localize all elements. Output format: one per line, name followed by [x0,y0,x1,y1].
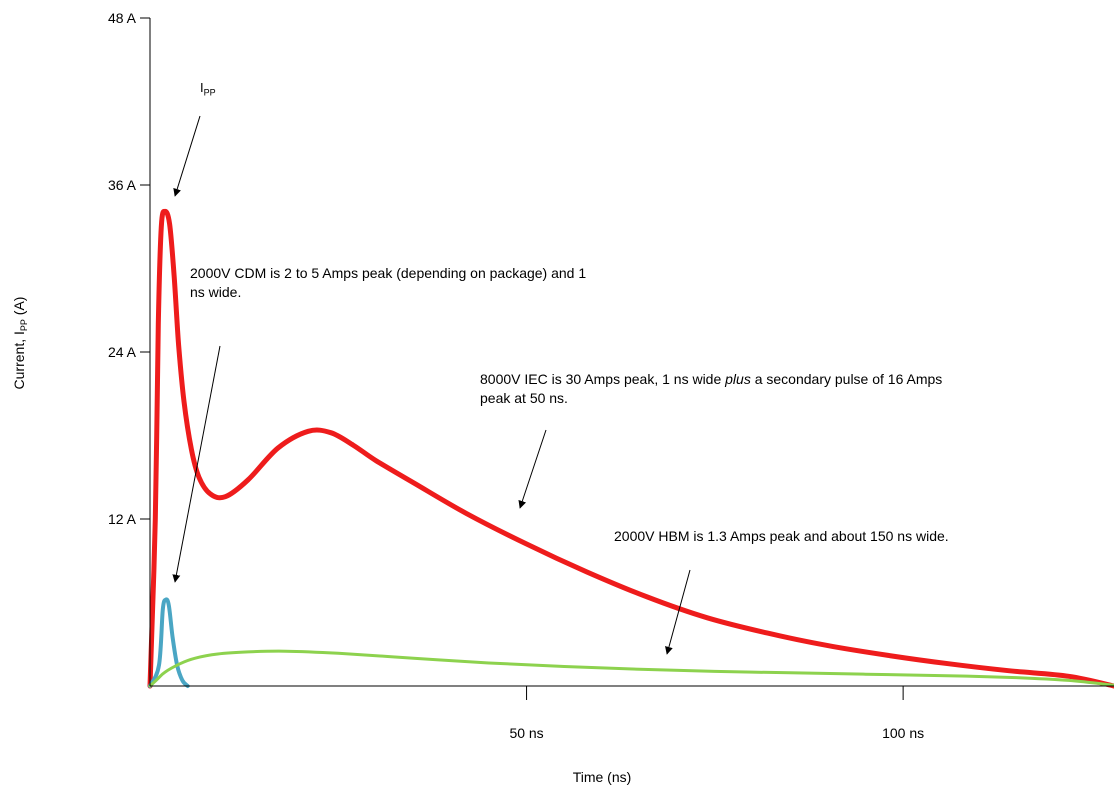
y-tick-label: 48 A [108,10,137,26]
ipp-annotation-subscript: PP [203,87,216,98]
series-layer [147,208,1114,689]
y-tick-label: 12 A [108,511,137,527]
hbm-annotation: 2000V HBM is 1.3 Amps peak and about 150… [614,528,949,544]
iec-annotation: 8000V IEC is 30 Amps peak, 1 ns wide plu… [480,370,950,408]
y-axis-title: Current, IPP (A) [11,297,29,390]
y-axis-title-prefix: Current, I [11,331,27,389]
iec-annotation-emphasis: plus [725,371,751,387]
axes-layer [149,18,1114,687]
series-line-3 [148,649,1114,688]
x-tick-label: 50 ns [509,725,543,741]
iec-annotation-after: a secondary pulse of 16 Amps peak at 50 … [480,371,943,406]
x-tick-label: 100 ns [882,725,924,741]
y-axis-title-suffix: (A) [11,297,27,320]
cdm-annotation: 2000V CDM is 2 to 5 Amps peak (depending… [190,265,587,300]
series-line-1 [147,208,1114,689]
y-tick-label: 24 A [108,344,137,360]
ipp-annotation: IPP [200,80,216,98]
hbm-arrow [665,569,691,655]
y-axis-title-subscript: PP [19,319,29,331]
ipp-arrow [173,115,201,197]
iec-annotation-before: 8000V IEC is 30 Amps peak, 1 ns wide [480,371,726,387]
ipp-annotation-main: I [200,80,204,95]
ticks-layer: 12 A 24 A 36 A 48 A 50 ns 100 ns [108,10,924,741]
iec-arrow [518,429,547,509]
series-line-2 [148,597,190,688]
y-tick-label: 36 A [108,177,137,193]
cdm-arrow [172,345,221,583]
x-axis-title: Time (ns) [573,769,632,785]
